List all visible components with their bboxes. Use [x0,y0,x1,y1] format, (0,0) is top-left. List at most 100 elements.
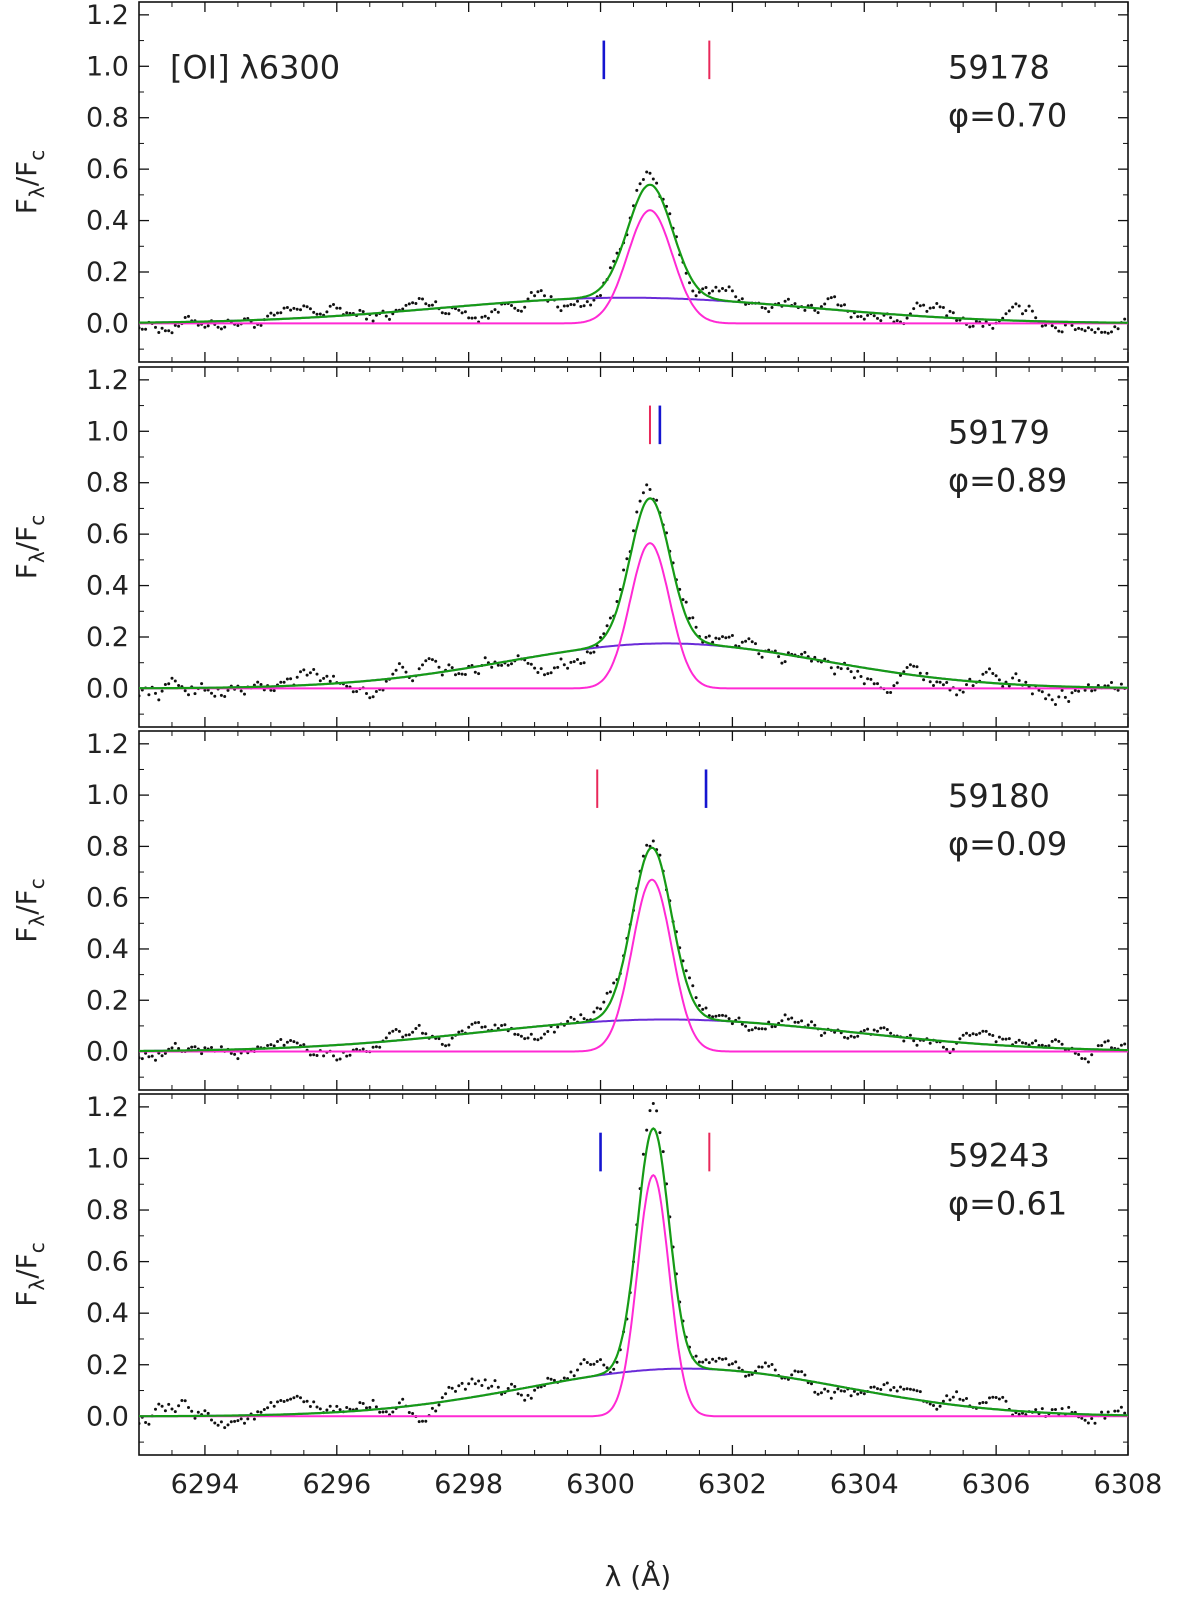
data-point [157,331,161,334]
data-point [516,309,520,312]
y-axis-label: Fλ/Fc [10,150,49,215]
data-point [552,1378,556,1382]
data-point [460,1381,464,1385]
data-point [566,1019,570,1023]
data-point [912,1388,916,1392]
data-point [760,1027,764,1031]
data-point [388,317,391,321]
data-point [496,663,500,667]
data-point [374,1405,378,1409]
data-point [1060,1042,1064,1046]
data-point [862,1392,866,1396]
data-point [862,682,866,686]
data-point [955,1390,959,1394]
panel-curves [139,483,1128,706]
data-point [754,642,757,646]
data-point [269,311,273,315]
data-point [816,1392,820,1396]
data-point [516,1392,520,1396]
data-point [928,306,932,310]
data-point [589,303,593,307]
data-point [552,666,556,670]
data-point [543,294,546,298]
data-point [704,1358,708,1362]
data-point [833,1390,837,1394]
data-point [285,1398,289,1402]
data-point [229,1420,233,1424]
data-point [529,662,533,666]
data-point [566,666,570,670]
data-point [819,1034,823,1037]
data-point [437,1403,441,1407]
data-point [803,308,807,312]
line-label: [OI] λ6300 [170,48,340,86]
data-point [694,294,698,298]
data-point [988,667,991,671]
data-point [856,1034,860,1038]
data-point [899,673,902,677]
data-point [974,319,978,323]
data-point [351,690,355,694]
data-point [773,1368,777,1372]
data-point [961,1398,965,1402]
data-point [203,1046,207,1050]
data-point [163,683,167,686]
data-point [467,1025,471,1029]
data-point [1017,304,1021,308]
data-point [374,1045,378,1049]
data-point [147,693,151,697]
data-point [704,635,708,639]
data-point [915,665,919,669]
data-point [895,319,899,323]
data-point [892,684,896,688]
data-point [872,1028,876,1032]
data-point [951,1395,955,1399]
data-point [856,315,860,319]
data-point [1100,330,1104,334]
y-tick-label: 0.6 [86,154,129,185]
data-point [945,1047,949,1051]
data-point [529,291,533,294]
data-point [991,1395,995,1399]
data-point [371,1398,375,1402]
data-point [595,1006,599,1010]
data-point [457,672,461,676]
data-point [424,1032,428,1036]
data-point [572,660,576,664]
data-point [381,1410,385,1414]
data-point [625,557,629,561]
data-point [717,289,721,293]
data-point [721,287,724,290]
data-point [154,1407,157,1411]
data-point [450,666,454,670]
data-point [684,600,688,604]
data-point [1034,1408,1038,1412]
data-point [1083,329,1087,333]
data-point [994,1396,998,1399]
data-point [371,1045,375,1049]
data-point [869,1385,873,1389]
data-point [243,692,246,696]
data-point [651,1102,655,1105]
data-point [411,1030,415,1034]
data-point [849,1034,853,1038]
y-tick-label: 0.4 [86,206,129,237]
data-point [170,331,174,335]
data-point [1093,330,1097,334]
data-point [140,1057,144,1061]
data-point [1007,309,1011,313]
data-point [282,1043,286,1047]
data-point [724,1014,728,1018]
data-point [645,170,649,174]
data-point [605,624,609,628]
data-point [411,679,415,683]
data-point [945,681,949,684]
data-point [641,491,645,495]
data-point [744,1024,748,1028]
data-point [1086,326,1090,330]
data-point [856,1392,860,1396]
y-tick-label: 0.0 [86,1401,129,1432]
data-point [556,1025,560,1029]
data-point [958,1397,962,1401]
data-point [724,1357,728,1361]
